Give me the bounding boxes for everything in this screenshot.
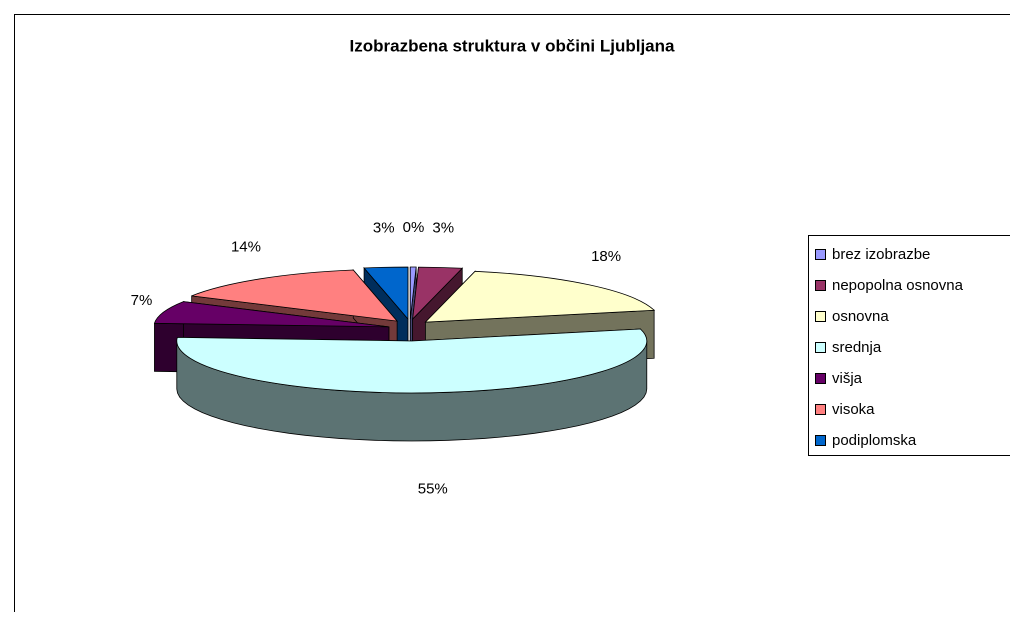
legend-label: nepopolna osnovna [832, 277, 964, 294]
legend-label: visoka [832, 401, 875, 418]
legend-swatch [816, 405, 826, 415]
legend-swatch [816, 374, 826, 384]
legend-swatch [816, 343, 826, 353]
data-label: 7% [131, 292, 153, 309]
legend-label: višja [832, 370, 863, 387]
legend-label: brez izobrazbe [832, 246, 930, 263]
legend-swatch [816, 281, 826, 291]
data-label: 3% [373, 219, 395, 236]
data-label: 18% [591, 248, 621, 265]
legend-label: osnovna [832, 308, 889, 325]
data-label: 14% [231, 238, 261, 255]
legend-swatch [816, 436, 826, 446]
legend-swatch [816, 250, 826, 260]
data-label: 0% [403, 219, 425, 236]
data-label: 55% [418, 481, 448, 498]
legend-swatch [816, 312, 826, 322]
chart-title: Izobrazbena struktura v občini Ljubljana [350, 36, 675, 55]
data-label: 3% [432, 220, 454, 237]
slice [177, 329, 647, 441]
legend-label: srednja [832, 339, 882, 356]
legend-label: podiplomska [832, 432, 917, 449]
